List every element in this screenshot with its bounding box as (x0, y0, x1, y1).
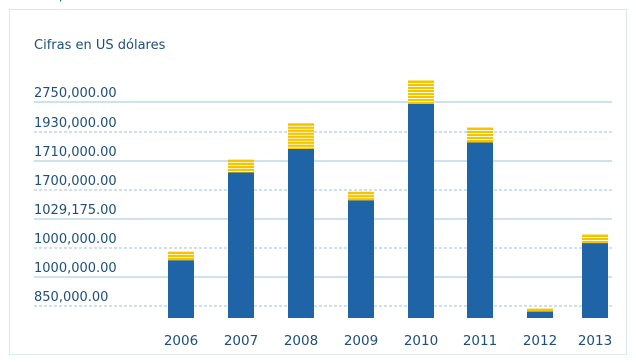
x-tick-label: 2011 (463, 333, 497, 349)
bar-2012 (527, 311, 553, 318)
x-tick-label: 2012 (523, 333, 557, 349)
bar-2009 (348, 200, 374, 318)
y-tick-label: 2750,000.00 (34, 86, 117, 101)
y-tick-label: 1000,000.00 (34, 232, 117, 247)
bar-2008 (288, 148, 314, 318)
bar-2011 (467, 142, 493, 318)
gridlines (34, 101, 612, 307)
y-tick-label: 1029,175.00 (34, 203, 117, 218)
y-tick-label: 1000,000.00 (34, 261, 117, 276)
y-axis-ticks: 2750,000.00 1930,000.00 1710,000.00 1700,00… (34, 0, 117, 305)
y-tick-label: 850,000.00 (34, 290, 108, 305)
bar-2006 (168, 260, 194, 318)
bar-cap-2011 (467, 127, 493, 143)
bar-2010 (408, 104, 434, 318)
bar-cap-2012 (527, 308, 553, 312)
x-tick-label: 2013 (578, 333, 612, 349)
y-tick-label: 1930,000.00 (34, 116, 117, 131)
x-tick-label: 2007 (224, 333, 258, 349)
bar-cap-2009 (348, 191, 374, 201)
x-tick-label: 2006 (164, 333, 198, 349)
x-tick-label: 2009 (344, 333, 378, 349)
y-tick-label: 500,000.00 (34, 0, 108, 4)
bar-cap-2013 (582, 234, 608, 244)
chart-frame (9, 9, 627, 355)
x-axis-ticks: 2006 2007 2008 2009 2010 2011 2012 2013 (164, 333, 612, 349)
x-tick-label: 2008 (284, 333, 318, 349)
bar-cap-2007 (228, 159, 254, 173)
y-tick-label: 1710,000.00 (34, 145, 117, 160)
bar-cap-2006 (168, 251, 194, 261)
bar-cap-2008 (288, 123, 314, 149)
bars (168, 80, 608, 318)
bar-2013 (582, 243, 608, 318)
x-tick-label: 2010 (404, 333, 438, 349)
bar-2007 (228, 172, 254, 318)
y-tick-label: 1700,000.00 (34, 174, 117, 189)
chart-subtitle: Cifras en US dólares (34, 38, 166, 53)
